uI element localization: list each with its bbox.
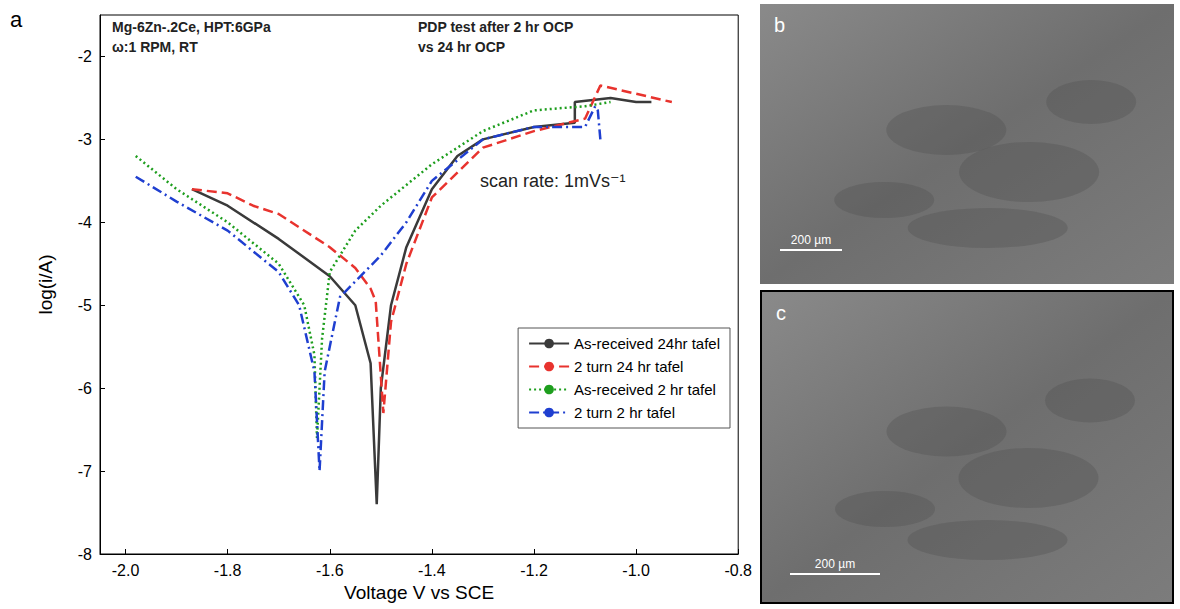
svg-text:scan rate: 1mVs⁻¹: scan rate: 1mVs⁻¹: [480, 171, 626, 191]
svg-text:log(i/A): log(i/A): [35, 254, 56, 314]
svg-text:-8: -8: [78, 546, 92, 563]
svg-text:-7: -7: [78, 463, 92, 480]
svg-text:Voltage V vs SCE: Voltage V vs SCE: [344, 582, 494, 603]
svg-text:-0.8: -0.8: [724, 562, 752, 579]
svg-text:c: c: [776, 302, 786, 324]
svg-text:PDP test after 2 hr OCP: PDP test after 2 hr OCP: [418, 19, 573, 35]
svg-text:-6: -6: [78, 380, 92, 397]
svg-text:vs 24 hr OCP: vs 24 hr OCP: [418, 39, 505, 55]
svg-text:200 µm: 200 µm: [791, 233, 831, 247]
svg-text:2 turn 2 hr tafel: 2 turn 2 hr tafel: [574, 404, 675, 421]
svg-text:As-received 24hr tafel: As-received 24hr tafel: [574, 335, 720, 352]
svg-text:-1.2: -1.2: [520, 562, 548, 579]
svg-text:-1.8: -1.8: [214, 562, 242, 579]
svg-text:a: a: [10, 7, 23, 32]
svg-text:-5: -5: [78, 297, 92, 314]
svg-text:-1.0: -1.0: [622, 562, 650, 579]
svg-text:Mg-6Zn-.2Ce, HPT:6GPa: Mg-6Zn-.2Ce, HPT:6GPa: [112, 19, 271, 35]
svg-text:-4: -4: [78, 214, 92, 231]
svg-text:b: b: [774, 14, 785, 36]
svg-text:-2: -2: [78, 48, 92, 65]
svg-text:ω:1 RPM, RT: ω:1 RPM, RT: [112, 39, 198, 55]
svg-text:-3: -3: [78, 131, 92, 148]
svg-text:-2.0: -2.0: [112, 562, 140, 579]
svg-text:-1.6: -1.6: [316, 562, 344, 579]
svg-text:-1.4: -1.4: [418, 562, 446, 579]
svg-text:As-received 2 hr tafel: As-received 2 hr tafel: [574, 381, 716, 398]
svg-text:200 µm: 200 µm: [815, 557, 855, 571]
svg-text:2 turn 24 hr tafel: 2 turn 24 hr tafel: [574, 358, 683, 375]
